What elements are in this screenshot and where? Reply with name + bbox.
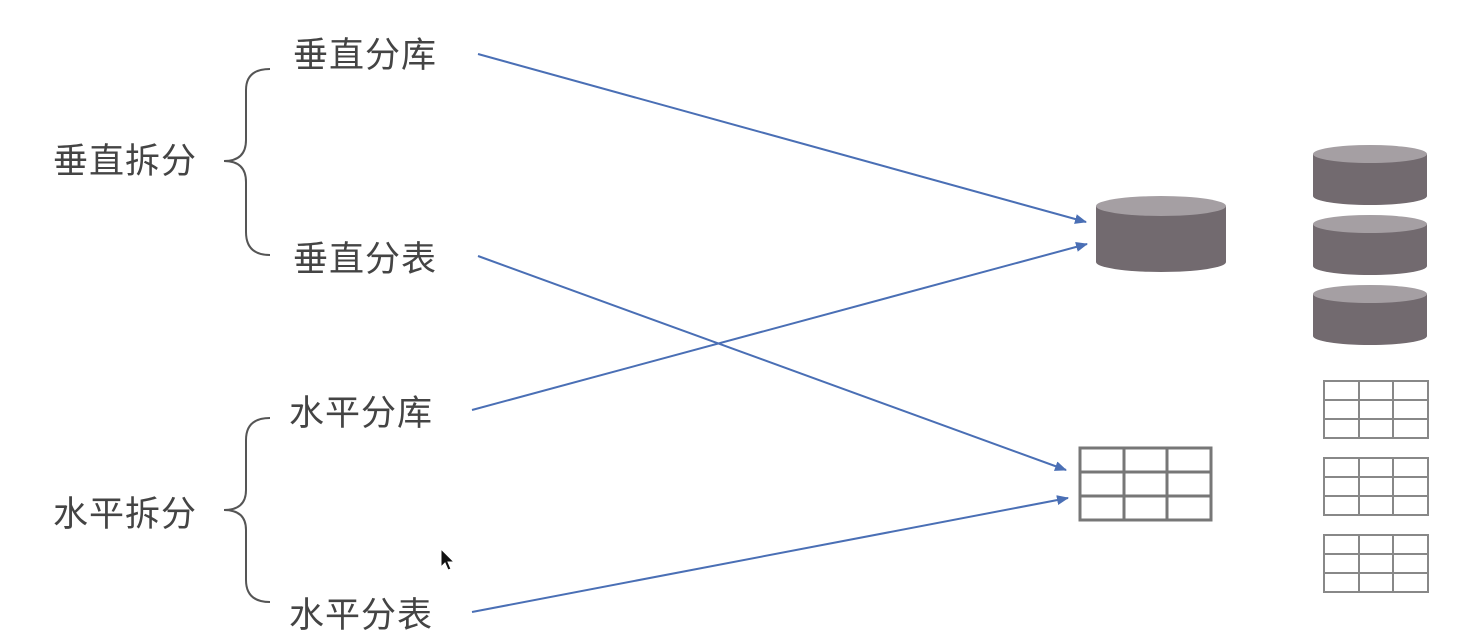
arrow-horizontal-table-to-table xyxy=(471,495,1069,613)
horizontal-table-label: 水平分表 xyxy=(289,596,434,636)
vertical-db-label: 垂直分库 xyxy=(293,36,438,76)
database-icon xyxy=(1313,285,1427,345)
database-icon xyxy=(1313,145,1427,205)
table-icon xyxy=(1323,457,1429,516)
table-icon xyxy=(1323,380,1429,439)
table-icon xyxy=(1078,446,1213,522)
vertical-split-label: 垂直拆分 xyxy=(53,142,198,182)
table-icon xyxy=(1323,534,1429,593)
vertical-split-brace xyxy=(223,68,271,256)
arrow-horizontal-db-to-database xyxy=(471,242,1088,411)
arrow-vertical-db-to-database xyxy=(477,53,1087,224)
horizontal-db-label: 水平分库 xyxy=(289,394,434,434)
vertical-table-label: 垂直分表 xyxy=(293,240,438,280)
horizontal-split-brace xyxy=(223,417,271,603)
mouse-cursor-icon xyxy=(440,548,456,571)
database-icon xyxy=(1313,215,1427,275)
arrow-vertical-table-to-table xyxy=(477,255,1067,471)
horizontal-split-label: 水平拆分 xyxy=(53,495,198,535)
database-icon xyxy=(1096,196,1226,272)
